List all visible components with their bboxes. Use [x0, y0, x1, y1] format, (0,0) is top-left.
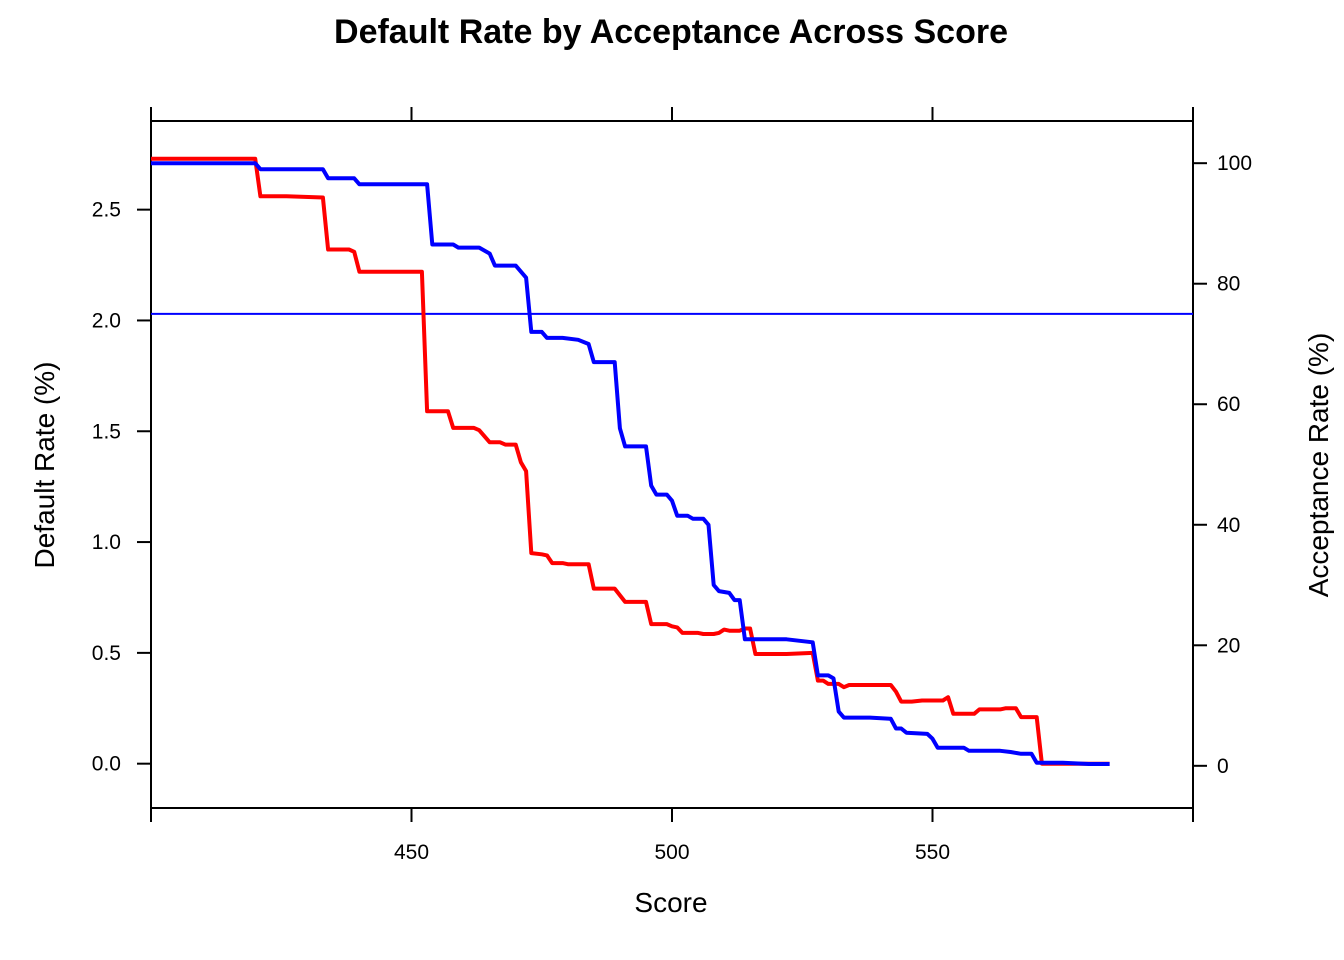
- chart-title: Default Rate by Acceptance Across Score: [334, 13, 1008, 51]
- y-tick-label-left: 1.0: [92, 531, 121, 554]
- y-tick-label-left: 2.5: [92, 199, 121, 222]
- y-tick-label-right: 100: [1217, 152, 1252, 175]
- y-tick-label-left: 1.5: [92, 420, 121, 443]
- x-tick-label: 450: [394, 841, 429, 864]
- y-tick-label-right: 80: [1217, 273, 1240, 296]
- y-tick-label-left: 0.0: [92, 753, 121, 776]
- y-tick-label-right: 20: [1217, 634, 1240, 657]
- ticks-layer: 450 500 550 0.0 0.5 1.0 1.5 2.0 2.5 0 20 40 60 80 100: [92, 107, 1252, 864]
- y-axis-label-left: Default Rate (%): [29, 362, 60, 569]
- x-tick-label: 500: [654, 841, 689, 864]
- y-tick-label-left: 2.0: [92, 309, 121, 332]
- x-tick-label: 550: [915, 841, 950, 864]
- y-tick-label-right: 40: [1217, 514, 1240, 537]
- x-axis-label: Score: [634, 887, 707, 918]
- y-tick-label-right: 60: [1217, 393, 1240, 416]
- y-axis-label-right: Acceptance Rate (%): [1303, 333, 1334, 598]
- y-tick-label-right: 0: [1217, 755, 1229, 778]
- series-layer: [151, 156, 1110, 766]
- acceptance-rate-line: [151, 161, 1110, 766]
- plot-frame: [150, 120, 1194, 809]
- default-rate-line: [151, 156, 1110, 766]
- y-tick-label-left: 0.5: [92, 642, 121, 665]
